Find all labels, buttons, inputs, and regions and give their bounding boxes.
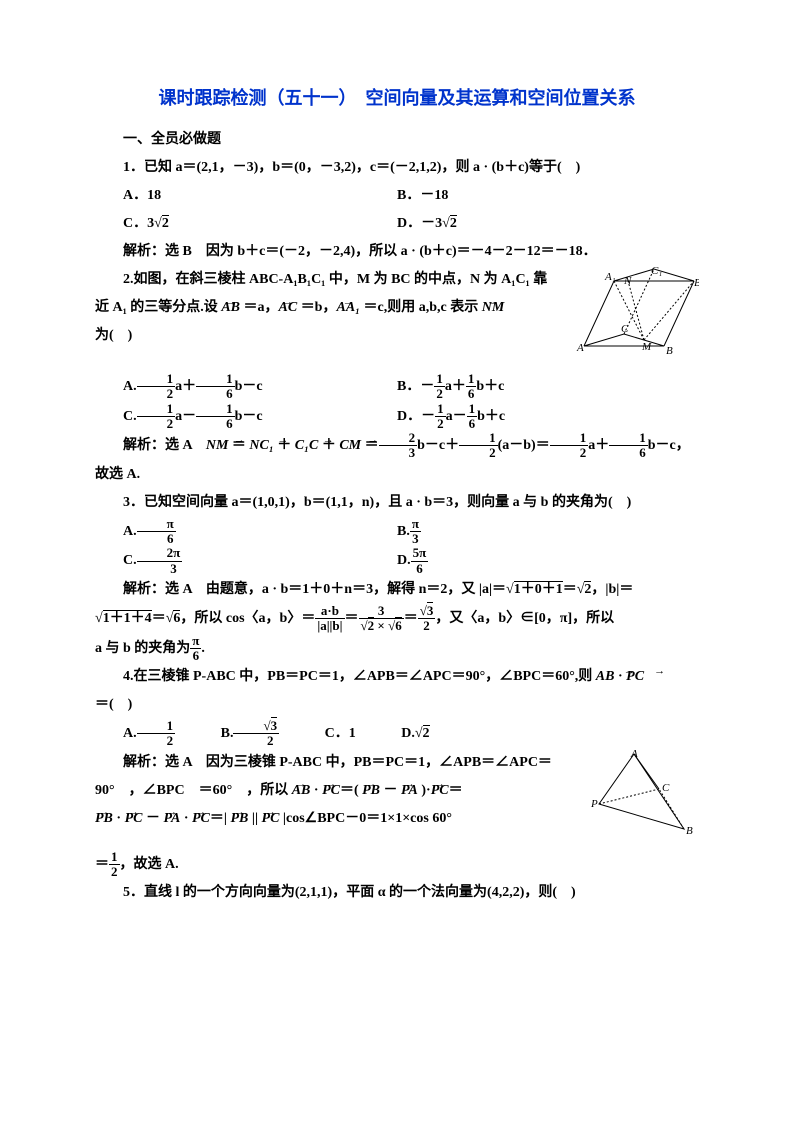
q2-opts-1: A.12a＋16b－c B．－12a＋16b＋c	[95, 372, 699, 402]
q4-l1: 4.在三棱锥 P-ABC 中，PB＝PC＝1，∠APB＝∠APC＝90°，∠BP…	[95, 663, 699, 691]
q1-opts-2: C．32 D．－32	[95, 210, 699, 238]
q1-stem: 1．已知 a＝(2,1，－3)，b＝(0，－3,2)，c＝(－2,1,2)，则 …	[95, 154, 699, 182]
svg-text:B: B	[686, 825, 693, 837]
q1-D: D．－32	[397, 210, 699, 238]
q2-C: C.12a－16b－c	[95, 402, 397, 432]
q3-C: C.2π3	[95, 546, 397, 576]
q3-sol1: 解析：选 A 由题意，a · b＝1＋0＋n＝3，解得 n＝2，又 |a|＝1＋…	[95, 576, 699, 604]
svg-text:B₁: B₁	[694, 277, 699, 289]
q1-sol: 解析：选 B 因为 b＋c＝(－2，－2,4)，所以 a · (b＋c)＝－4－…	[95, 238, 699, 266]
svg-text:C: C	[621, 323, 629, 335]
svg-text:N: N	[623, 275, 632, 287]
q3-D: D.5π6	[397, 546, 699, 576]
svg-text:C₁: C₁	[651, 266, 662, 277]
svg-text:A: A	[630, 749, 638, 760]
q3-sol2: 1＋1＋4＝6，所以 cos〈a，b〉＝a·b|a||b|＝32 × 6＝32，…	[95, 604, 699, 634]
q4-sol4: ＝12，故选 A.	[95, 850, 699, 880]
q3-sol3: a 与 b 的夹角为π6.	[95, 634, 699, 664]
q1-B: B．－18	[397, 182, 699, 210]
q1-opts-1: A．18 B．－18	[95, 182, 699, 210]
page-title: 课时跟踪检测（五十一） 空间向量及其运算和空间位置关系	[95, 80, 699, 116]
q4-opts: A.12 B.32 C．1 D.2	[95, 719, 699, 749]
q2-diagram: A B C A₁ B₁ C₁ M N	[569, 266, 699, 372]
svg-text:A₁: A₁	[604, 271, 616, 283]
svg-text:C: C	[662, 782, 670, 794]
section-heading: 一、全员必做题	[95, 126, 699, 154]
q4-l2: ＝( )	[95, 691, 699, 719]
q3-stem: 3．已知空间向量 a＝(1,0,1)，b＝(1,1，n)，且 a · b＝3，则…	[95, 489, 699, 517]
q4-diagram: A P B C	[589, 749, 699, 850]
q5-stem: 5．直线 l 的一个方向向量为(2,1,1)，平面 α 的一个法向量为(4,2,…	[95, 879, 699, 907]
q3-B: B.π3	[397, 517, 699, 547]
svg-text:A: A	[576, 342, 584, 354]
q3-opts-2: C.2π3 D.5π6	[95, 546, 699, 576]
q1-A: A．18	[95, 182, 397, 210]
svg-text:M: M	[641, 341, 652, 353]
q2-B: B．－12a＋16b＋c	[397, 372, 699, 402]
q3-opts-1: A.π6 B.π3	[95, 517, 699, 547]
q2-sol: 解析：选 A NM ＝ NC₁ ＋ C₁C ＋ CM ＝23b－c＋12(a－b…	[95, 431, 699, 489]
q1-C: C．32	[95, 210, 397, 238]
q2-opts-2: C.12a－16b－c D．－12a－16b＋c	[95, 402, 699, 432]
q2-D: D．－12a－16b＋c	[397, 402, 699, 432]
svg-text:B: B	[666, 345, 673, 357]
svg-text:P: P	[590, 798, 598, 810]
q3-A: A.π6	[95, 517, 397, 547]
q2-A: A.12a＋16b－c	[95, 372, 397, 402]
